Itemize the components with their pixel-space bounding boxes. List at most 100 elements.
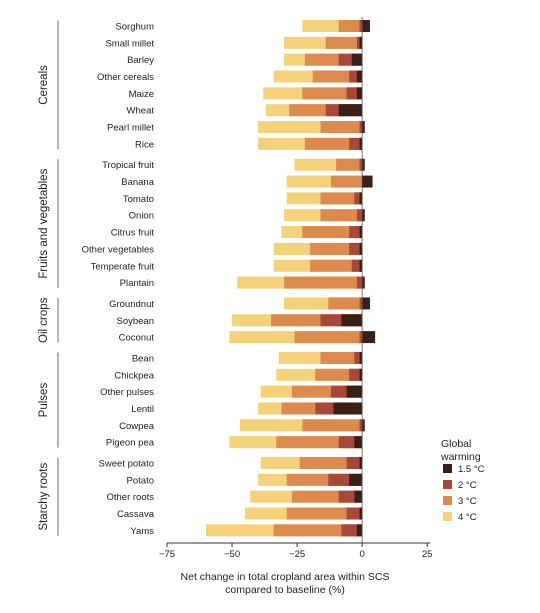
- category-label-sorghum: Sorghum: [115, 22, 154, 33]
- bar-pigeon-pea-1-5-c: [354, 436, 363, 449]
- group-label-fruits-and-vegetables: Fruits and vegetables: [38, 168, 50, 278]
- category-label-tropical-fruit: Tropical fruit: [102, 160, 154, 171]
- bar-cassava-3-c: [286, 507, 363, 520]
- bar-groundnut-3-c: [328, 297, 363, 310]
- x-tick-label: −75: [159, 549, 175, 560]
- category-label-other-pulses: Other pulses: [100, 387, 154, 398]
- category-label-tomato: Tomato: [123, 194, 154, 205]
- bar-tomato-2-c: [354, 192, 363, 205]
- bar-citrus-fruit-1-5-c: [359, 226, 363, 239]
- bar-wheat-1-5-c: [338, 104, 363, 117]
- bar-banana-1-5-c: [362, 175, 373, 188]
- bar-cowpea-3-c: [302, 419, 363, 432]
- bar-groundnut-1-5-c: [362, 297, 370, 310]
- bar-tomato-1-5-c: [359, 192, 363, 205]
- category-label-groundnut: Groundnut: [109, 299, 154, 310]
- category-label-small-millet: Small millet: [105, 38, 154, 49]
- bar-pearl-millet-2-c: [359, 121, 363, 134]
- bar-chickpea-1-5-c: [359, 368, 363, 381]
- x-tick-label: 0: [359, 549, 364, 560]
- bar-small-millet-1-5-c: [359, 36, 363, 49]
- group-label-pulses: Pulses: [38, 383, 50, 418]
- bar-tomato-3-c: [320, 192, 363, 205]
- bar-pearl-millet-3-c: [320, 121, 363, 134]
- bar-other-vegetables-2-c: [349, 242, 363, 255]
- category-label-other-cereals: Other cereals: [97, 72, 154, 83]
- bar-bean-1-5-c: [359, 351, 363, 364]
- bar-chickpea-2-c: [349, 368, 363, 381]
- category-label-pigeon-pea: Pigeon pea: [106, 438, 155, 449]
- bar-cassava-1-5-c: [359, 507, 363, 520]
- bar-temperate-fruit-3-c: [310, 259, 363, 272]
- bar-tropical-fruit-3-c: [336, 158, 363, 171]
- bar-onion-1-5-c: [362, 209, 365, 222]
- bar-sorghum-3-c: [338, 20, 363, 32]
- legend-swatch-4-c: [443, 512, 452, 521]
- bar-onion-3-c: [320, 209, 363, 222]
- category-label-temperate-fruit: Temperate fruit: [91, 261, 155, 272]
- legend-title-line-2: warming: [440, 451, 481, 463]
- bar-other-pulses-1-5-c: [346, 385, 363, 398]
- bar-yams-3-c: [273, 524, 363, 537]
- bar-lentil-1-5-c: [333, 402, 363, 415]
- bar-coconut-3-c: [294, 331, 363, 344]
- bar-citrus-fruit-3-c: [302, 226, 363, 239]
- category-label-other-vegetables: Other vegetables: [82, 244, 155, 255]
- bar-other-roots-1-5-c: [354, 490, 363, 503]
- category-label-barley: Barley: [127, 55, 154, 66]
- bar-maize-1-5-c: [356, 87, 363, 100]
- category-label-pearl-millet: Pearl millet: [107, 123, 154, 134]
- category-label-other-roots: Other roots: [106, 492, 154, 503]
- bar-coconut-1-5-c: [362, 331, 376, 344]
- bar-cowpea-2-c: [359, 419, 363, 432]
- bar-yams-1-5-c: [356, 524, 363, 537]
- x-tick-label: 25: [422, 549, 433, 560]
- bar-sweet-potato-1-5-c: [359, 457, 363, 469]
- bar-bean-3-c: [320, 351, 363, 364]
- bar-other-vegetables-3-c: [310, 242, 363, 255]
- bar-rice-3-c: [304, 137, 363, 150]
- legend-label-3-c: 3 °C: [458, 496, 477, 507]
- legend-swatch-3-c: [443, 496, 452, 505]
- bar-coconut-2-c: [359, 331, 363, 344]
- category-label-plantain: Plantain: [120, 278, 154, 289]
- x-axis-label-line-2: compared to baseline (%): [225, 584, 345, 596]
- category-label-cowpea: Cowpea: [119, 421, 155, 432]
- category-label-chickpea: Chickpea: [114, 370, 154, 381]
- bar-bean-2-c: [354, 351, 363, 364]
- legend-title-line-1: Global: [441, 438, 471, 450]
- bar-rice-1-5-c: [359, 137, 363, 150]
- x-tick-label: −25: [289, 549, 305, 560]
- category-label-wheat: Wheat: [127, 106, 155, 117]
- bar-temperate-fruit-1-5-c: [359, 259, 363, 272]
- group-label-starchy-roots: Starchy roots: [38, 463, 50, 531]
- bar-soybean-1-5-c: [341, 314, 363, 327]
- category-label-lentil: Lentil: [131, 404, 154, 415]
- bar-onion-2-c: [356, 209, 363, 222]
- bar-cassava-2-c: [346, 507, 363, 520]
- legend-swatch-2-c: [443, 480, 452, 489]
- group-label-cereals: Cereals: [38, 65, 50, 105]
- bar-rice-2-c: [349, 137, 363, 150]
- category-label-banana: Banana: [121, 177, 154, 188]
- bar-citrus-fruit-2-c: [349, 226, 363, 239]
- legend-label-2-c: 2 °C: [458, 480, 477, 491]
- bar-sweet-potato-2-c: [346, 457, 363, 469]
- category-label-citrus-fruit: Citrus fruit: [111, 228, 155, 239]
- x-axis-label-line-1: Net change in total cropland area within…: [181, 571, 390, 583]
- legend-label-1-5-c: 1.5 °C: [458, 464, 485, 475]
- category-label-coconut: Coconut: [119, 333, 155, 344]
- category-label-cassava: Cassava: [117, 509, 155, 520]
- group-label-oil-crops: Oil crops: [38, 297, 50, 343]
- legend-label-4-c: 4 °C: [458, 512, 477, 523]
- bar-other-vegetables-1-5-c: [359, 242, 363, 255]
- category-label-potato: Potato: [127, 475, 154, 486]
- legend-swatch-1-5-c: [443, 464, 452, 473]
- bar-plantain-1-5-c: [362, 276, 365, 289]
- category-label-maize: Maize: [129, 89, 154, 100]
- bar-sorghum-1-5-c: [362, 20, 370, 32]
- bar-barley-1-5-c: [351, 53, 363, 66]
- bar-banana-3-c: [330, 175, 363, 188]
- bar-temperate-fruit-2-c: [351, 259, 363, 272]
